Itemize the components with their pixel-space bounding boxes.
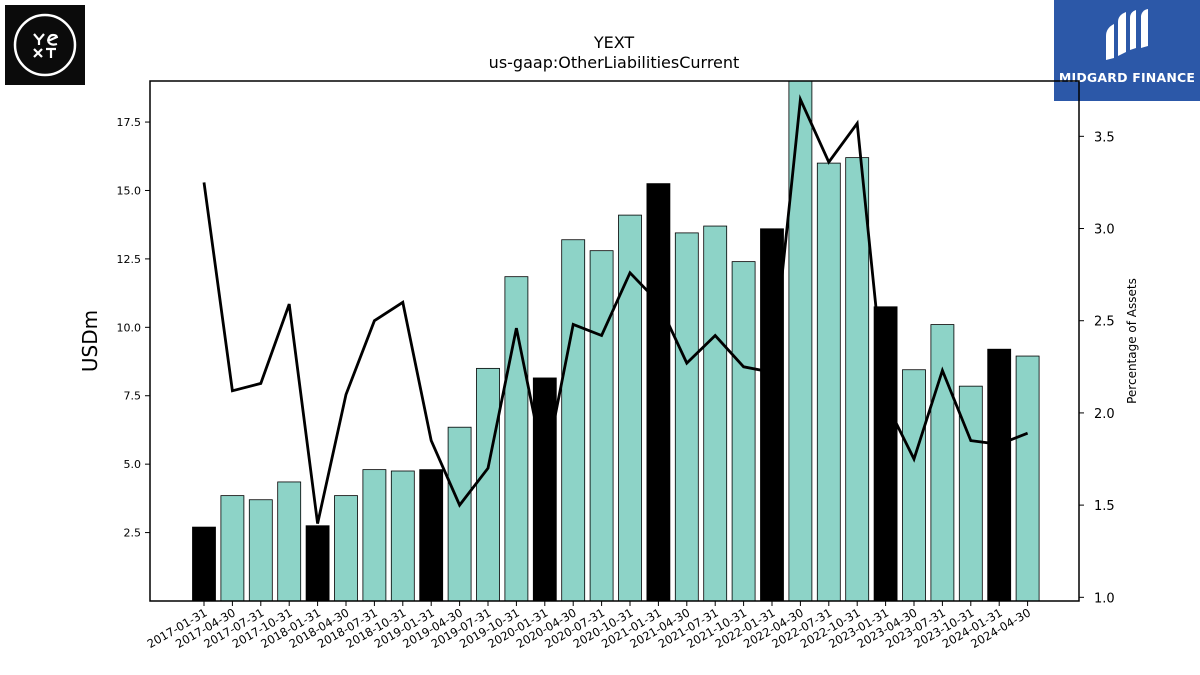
bar-2017-01-31 [192, 526, 216, 602]
plot-frame [149, 80, 1080, 602]
bar-2023-07-31 [930, 324, 955, 602]
percentage-line [202, 94, 1029, 524]
x-axis: 2017-01-312017-04-302017-07-312017-10-31… [145, 601, 1033, 651]
yext-logo-mark [13, 13, 77, 77]
bar-2019-04-30 [447, 426, 472, 602]
left-tick-label: 7.5 [124, 390, 142, 403]
bar-2017-07-31 [248, 499, 273, 602]
bar-2018-01-31 [305, 525, 330, 602]
chart-title: YEXT [593, 33, 635, 52]
left-tick-label: 10.0 [117, 321, 142, 334]
left-tick-label: 2.5 [124, 527, 142, 540]
bar-2018-10-31 [390, 470, 415, 602]
left-tick-label: 17.5 [117, 116, 142, 129]
bar-2020-01-31 [532, 377, 557, 602]
bar-2022-10-31 [845, 157, 870, 602]
bar-2023-04-30 [902, 369, 926, 602]
chart-subtitle: us-gaap:OtherLiabilitiesCurrent [489, 53, 740, 72]
bar-2018-07-31 [362, 469, 387, 602]
yext-logo [5, 5, 85, 85]
bar-series [192, 80, 1040, 602]
bar-2024-01-31 [987, 348, 1012, 602]
right-tick-label: 3.0 [1094, 223, 1115, 238]
left-tick-label: 12.5 [117, 253, 142, 266]
midgard-brand-text: MIDGARD FINANCE [1058, 70, 1196, 85]
bar-2021-01-31 [646, 183, 671, 602]
left-axis: 2.5 5.0 7.5 10.0 12.5 15.0 17.5 [117, 116, 150, 540]
y-axis-label: USDm [78, 310, 102, 372]
bar-2017-04-30 [220, 495, 245, 602]
bar-2022-04-30 [788, 80, 813, 602]
bar-2018-04-30 [334, 495, 358, 602]
bar-2020-07-31 [589, 250, 614, 602]
bar-2020-04-30 [561, 239, 586, 602]
bar-2019-07-31 [476, 367, 500, 602]
bar-2019-01-31 [419, 469, 444, 602]
right-tick-label: 1.5 [1094, 499, 1115, 514]
midgard-logo-mark [1106, 9, 1148, 60]
left-tick-label: 5.0 [124, 458, 142, 471]
left-tick-label: 15.0 [117, 184, 142, 197]
bar-2017-10-31 [277, 481, 302, 602]
right-axis: 1.0 1.5 2.0 2.5 3.0 3.5 [1079, 130, 1115, 606]
bar-2023-01-31 [873, 306, 898, 602]
bar-2021-04-30 [674, 232, 699, 602]
bar-2021-07-31 [703, 225, 728, 602]
midgard-finance-logo: MIDGARD FINANCE [1054, 0, 1200, 101]
bar-2024-04-30 [1015, 355, 1040, 602]
right-tick-label: 2.0 [1094, 407, 1115, 422]
right-tick-label: 3.5 [1094, 130, 1115, 145]
bar-2021-10-31 [731, 261, 756, 602]
y2-axis-label: Percentage of Assets [1125, 278, 1139, 404]
right-tick-label: 1.0 [1094, 591, 1115, 606]
right-tick-label: 2.5 [1094, 315, 1115, 330]
bar-2019-10-31 [504, 276, 529, 602]
bar-2022-07-31 [816, 162, 841, 602]
